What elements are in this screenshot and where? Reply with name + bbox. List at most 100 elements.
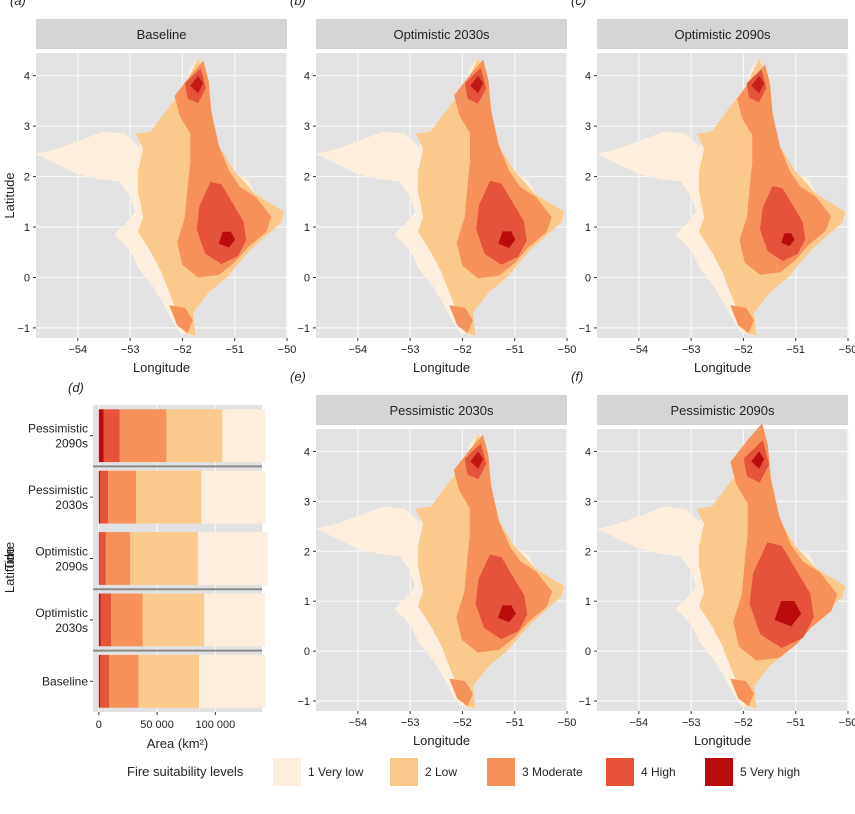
panel-strip: [597, 395, 848, 425]
category-label-line1: Pessimistic: [28, 483, 88, 497]
zone-very-high-north: [470, 75, 484, 94]
category-label-line1: Optimistic: [35, 606, 88, 620]
bar-segment: [199, 654, 266, 708]
x-axis-label: Longitude: [413, 360, 470, 375]
y-tick-label: 2: [585, 546, 591, 558]
y-tick-label: 1: [24, 222, 30, 234]
bar-segment: [201, 470, 266, 524]
bar-segment: [98, 654, 100, 708]
x-tick-label: −50: [278, 344, 297, 356]
y-tick-label: −1: [297, 696, 310, 708]
bar-segment: [166, 409, 223, 463]
map-panel-2: Optimistic 2090s (c) −54 −53 −52 −51 −50 −1 0 1 2 3…: [571, 0, 855, 375]
legend-label: 3 Moderate: [522, 765, 583, 779]
y-tick-label: 3: [304, 121, 310, 133]
y-tick-label: 2: [304, 546, 310, 558]
bar-segment: [100, 593, 112, 647]
bar-segment: [105, 532, 131, 585]
panel-title: Optimistic 2090s: [674, 27, 771, 42]
x-tick-label: −54: [629, 717, 648, 729]
x-tick-label: −53: [401, 344, 420, 356]
x-axis-label: Longitude: [413, 733, 470, 748]
zone-moderate-south: [730, 678, 754, 706]
bar-segment: [111, 593, 143, 647]
bar-segment: [99, 470, 109, 524]
bar-segment: [142, 593, 205, 647]
zone-very-high: [218, 231, 235, 248]
y-tick-label: 4: [585, 446, 591, 458]
x-tick-label: −53: [682, 344, 701, 356]
zone-very-high: [498, 605, 516, 623]
y-tick-label: 1: [304, 222, 310, 234]
zone-very-high: [781, 233, 795, 247]
y-axis-label: Time: [2, 542, 17, 570]
zone-high: [196, 181, 247, 264]
zone-high: [760, 186, 806, 261]
panel-strip: [36, 19, 287, 49]
x-tick-label: −51: [505, 344, 524, 356]
panel-letter: (f): [571, 369, 583, 384]
x-tick-label: −50: [558, 717, 577, 729]
panel-title: Pessimistic 2090s: [670, 403, 775, 418]
map-panel-4: Pessimistic 2030s (e) −54 −53 −52 −51 −50 −1 0 1 2…: [2, 369, 576, 748]
y-tick-label: 4: [304, 71, 310, 83]
y-tick-label: 2: [304, 172, 310, 184]
y-tick-label: 0: [585, 646, 591, 658]
legend: Fire suitability levels 1 Very low 2 Low 3 …: [127, 758, 800, 786]
legend-label: 2 Low: [425, 765, 457, 779]
category-label-line2: 2030s: [55, 621, 88, 635]
y-tick-label: 3: [24, 121, 30, 133]
zone-moderate-south: [730, 305, 754, 333]
y-tick-label: 0: [304, 646, 310, 658]
category-label: Baseline: [42, 674, 88, 688]
zone-moderate: [737, 64, 831, 275]
bar-segment: [98, 532, 100, 585]
category-label-line1: Optimistic: [35, 545, 88, 559]
category-label-line2: 2090s: [55, 437, 88, 451]
x-tick-label: −52: [173, 344, 192, 356]
panel-strip: [316, 19, 567, 49]
y-tick-label: 0: [585, 272, 591, 284]
y-tick-label: 4: [304, 446, 310, 458]
bar-segment: [130, 532, 198, 585]
legend-title: Fire suitability levels: [127, 764, 244, 779]
zone-moderate-south: [449, 305, 473, 333]
x-tick-label: −52: [453, 717, 472, 729]
x-tick-label: −52: [734, 717, 753, 729]
zone-very-high-north: [470, 451, 484, 469]
bar-segment: [197, 532, 268, 585]
x-axis-label: Longitude: [133, 360, 190, 375]
y-tick-label: 1: [304, 596, 310, 608]
zone-very-high-north: [751, 451, 765, 469]
y-tick-label: −1: [578, 696, 591, 708]
category-label-line1: Pessimistic: [28, 422, 88, 436]
x-tick-label: −51: [786, 717, 805, 729]
bar-segment: [136, 470, 202, 524]
zone-high: [475, 554, 528, 640]
bar-segment: [99, 654, 110, 708]
panel-letter: (d): [68, 380, 84, 395]
panel-letter: (c): [571, 0, 586, 8]
x-tick-label: −52: [734, 344, 753, 356]
panel-strip: [597, 19, 848, 49]
y-tick-label: 0: [304, 272, 310, 284]
x-tick-label: −53: [682, 717, 701, 729]
y-tick-label: 2: [24, 172, 30, 184]
x-tick-label: 50 000: [140, 719, 174, 731]
x-tick-label: −52: [453, 344, 472, 356]
legend-key: [606, 758, 634, 786]
y-tick-label: −1: [17, 323, 30, 335]
x-tick-label: 0: [96, 719, 102, 731]
x-tick-label: 100 000: [195, 719, 235, 731]
bar-segment: [103, 409, 120, 463]
zone-moderate-south: [449, 678, 473, 706]
legend-label: 4 High: [641, 765, 676, 779]
x-axis-label: Longitude: [694, 360, 751, 375]
map-panel-5: Pessimistic 2090s (f) −54 −53 −52 −51 −50 −1 0 1 2…: [571, 369, 855, 748]
y-tick-label: 2: [585, 172, 591, 184]
zone-very-high: [498, 231, 516, 248]
panel-title: Pessimistic 2030s: [389, 403, 494, 418]
bar-segment: [98, 470, 100, 524]
legend-key: [487, 758, 515, 786]
